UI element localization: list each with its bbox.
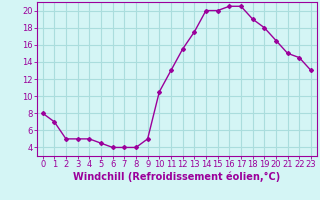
X-axis label: Windchill (Refroidissement éolien,°C): Windchill (Refroidissement éolien,°C) [73, 172, 280, 182]
